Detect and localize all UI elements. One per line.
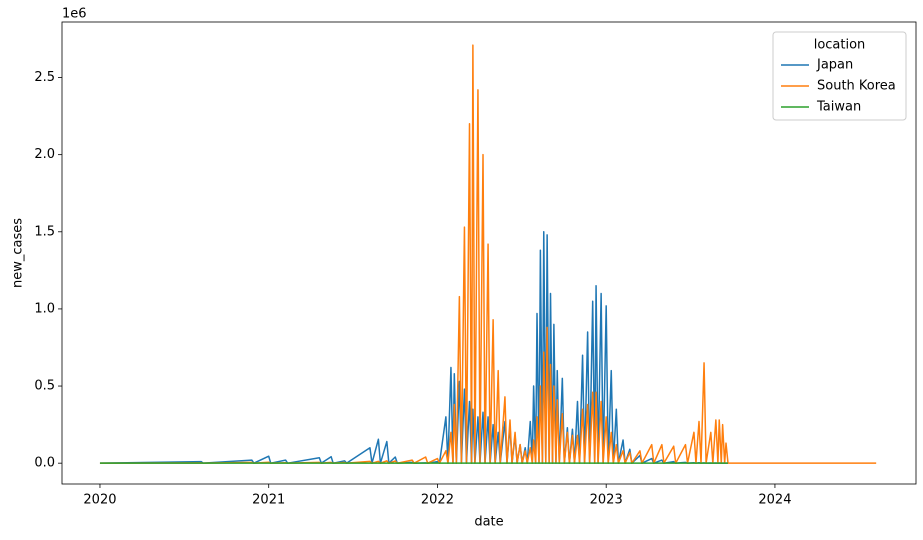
x-tick-label: 2021 (252, 493, 285, 508)
x-tick-label: 2024 (758, 493, 791, 508)
legend-box (772, 31, 907, 121)
legend-label: South Korea (817, 79, 896, 94)
y-tick-label: 0.5 (34, 379, 55, 394)
y-axis-label: new_cases (11, 218, 26, 288)
legend-label: Japan (816, 58, 853, 73)
axes-frame (61, 21, 917, 485)
series-line (99, 44, 877, 464)
x-tick-label: 2023 (590, 493, 623, 508)
x-axis-label: date (474, 515, 503, 530)
x-tick-label: 2020 (83, 493, 116, 508)
legend-label: Taiwan (816, 100, 861, 115)
series-line (99, 231, 729, 464)
y-tick-label: 1.0 (34, 301, 55, 316)
y-tick-label: 2.5 (34, 70, 55, 85)
plot-area (99, 44, 877, 464)
x-tick-label: 2022 (421, 493, 454, 508)
y-offset-label: 1e6 (62, 7, 87, 22)
y-tick-label: 2.0 (34, 147, 55, 162)
legend-title: location (814, 38, 866, 53)
y-tick-label: 1.5 (34, 224, 55, 239)
y-tick-label: 0.0 (34, 456, 55, 471)
